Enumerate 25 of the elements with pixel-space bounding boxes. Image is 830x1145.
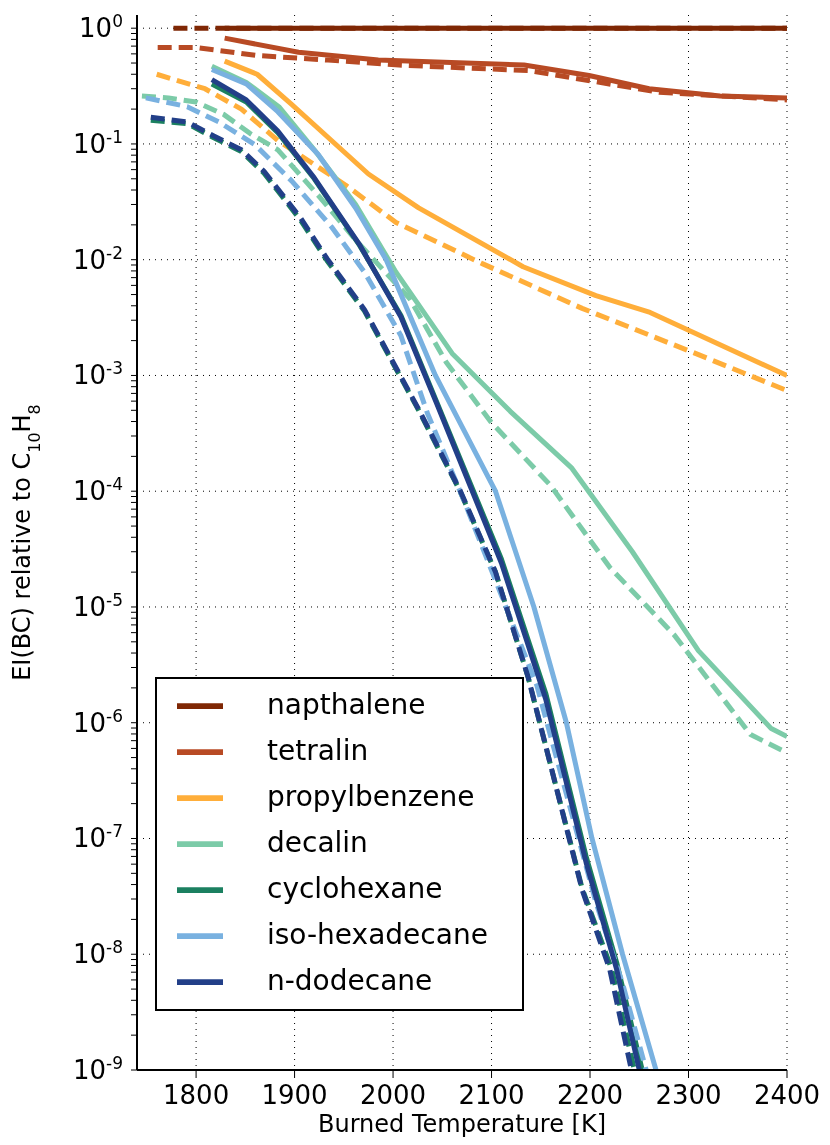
y-tick-label: 10$^{-8}$ [72, 937, 123, 970]
y-tick-label: 10$^{-9}$ [72, 1053, 123, 1085]
x-tick-label: 1900 [261, 1080, 328, 1110]
y-tick-label: 10$^{-1}$ [72, 126, 123, 159]
legend-label: iso-hexadecane [267, 918, 488, 951]
legend-label: propylbenzene [267, 780, 475, 813]
y-tick-label: 10$^{0}$ [79, 11, 123, 44]
legend-label: napthalene [267, 688, 426, 721]
y-tick-label: 10$^{-6}$ [72, 705, 123, 738]
y-tick-label: 10$^{-2}$ [72, 242, 123, 275]
x-tick-label: 2000 [359, 1080, 427, 1110]
legend-label: decalin [267, 826, 368, 859]
x-tick-label: 2100 [458, 1080, 525, 1110]
x-tick-label: 2300 [655, 1080, 722, 1110]
legend-label: tetralin [267, 734, 369, 767]
x-tick-label: 2400 [753, 1080, 821, 1110]
x-axis-title: Burned Temperature [K] [317, 1110, 607, 1138]
x-tick-label: 1800 [163, 1080, 230, 1110]
y-tick-label: 10$^{-7}$ [72, 821, 123, 854]
legend-label: n-dodecane [267, 964, 433, 997]
x-tick-label: 2200 [556, 1080, 624, 1110]
y-tick-label: 10$^{-5}$ [72, 589, 123, 622]
y-tick-label: 10$^{-4}$ [72, 474, 123, 507]
y-tick-label: 10$^{-3}$ [72, 358, 123, 391]
legend-label: cyclohexane [267, 872, 443, 905]
